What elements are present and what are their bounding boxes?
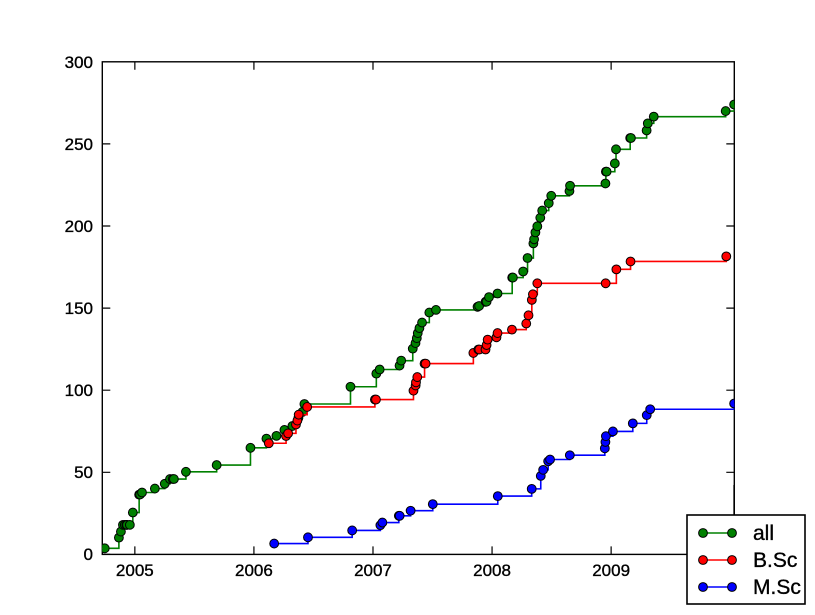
svg-text:250: 250: [65, 135, 93, 154]
svg-text:300: 300: [65, 53, 93, 72]
svg-text:all: all: [753, 522, 774, 545]
svg-text:2009: 2009: [592, 561, 630, 580]
svg-text:50: 50: [74, 463, 93, 482]
svg-text:100: 100: [65, 381, 93, 400]
svg-text:M.Sc: M.Sc: [753, 576, 801, 599]
svg-text:2007: 2007: [354, 561, 392, 580]
svg-text:2005: 2005: [116, 561, 154, 580]
svg-text:150: 150: [65, 299, 93, 318]
svg-text:0: 0: [84, 545, 93, 564]
svg-text:2006: 2006: [235, 561, 273, 580]
svg-text:2008: 2008: [473, 561, 511, 580]
svg-text:200: 200: [65, 217, 93, 236]
svg-text:B.Sc: B.Sc: [753, 549, 797, 572]
